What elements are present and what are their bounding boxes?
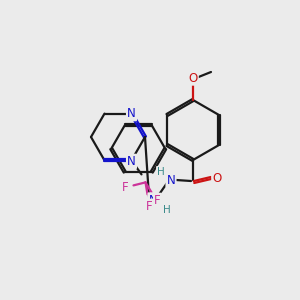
Text: H: H	[163, 205, 171, 215]
Text: F: F	[154, 194, 161, 207]
Text: O: O	[212, 172, 222, 184]
Text: H: H	[157, 167, 165, 177]
Text: N: N	[148, 194, 158, 206]
Text: N: N	[167, 173, 176, 187]
Text: O: O	[188, 71, 198, 85]
Text: N: N	[127, 107, 136, 120]
Text: N: N	[127, 155, 136, 168]
Text: F: F	[146, 200, 153, 213]
Text: F: F	[122, 181, 129, 194]
